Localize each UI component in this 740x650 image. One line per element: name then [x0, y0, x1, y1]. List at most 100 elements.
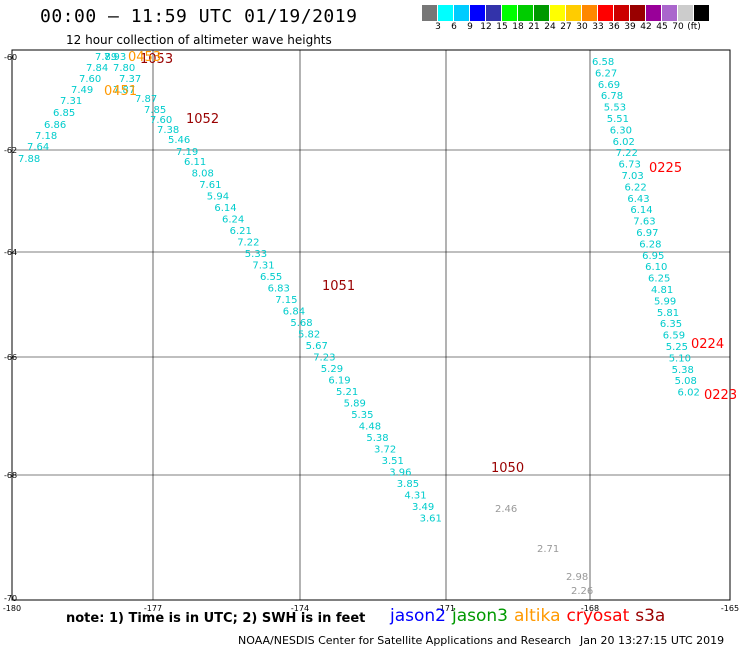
legend-swatch	[470, 5, 486, 21]
legend-label: 39	[624, 22, 636, 32]
swh-value: 6.21	[230, 226, 252, 237]
lat-tick-label: -60	[4, 53, 17, 62]
legend-swatch	[598, 5, 614, 21]
lon-tick-label: -171	[437, 604, 455, 613]
legend-label: 15	[496, 22, 508, 32]
note-text: note: 1) Time is in UTC; 2) SWH is in fe…	[66, 611, 366, 626]
legend-label: 45	[656, 22, 668, 32]
swh-value: 7.03	[622, 171, 644, 182]
swh-value: 3.72	[374, 445, 396, 456]
swh-value: 7.87	[113, 85, 135, 96]
time-label: 0453	[128, 50, 161, 65]
swh-value: 5.21	[336, 387, 358, 398]
swh-value: 2.46	[495, 504, 517, 515]
legend-label: 12	[480, 22, 492, 32]
legend-swatch	[486, 5, 502, 21]
swh-value: 7.15	[275, 295, 297, 306]
swh-value: 7.38	[157, 125, 179, 136]
swh-value: 5.38	[672, 365, 694, 376]
swh-value: 7.37	[119, 74, 141, 85]
legend-swatch	[438, 5, 454, 21]
swh-value: 7.19	[176, 147, 198, 158]
legend-label: 9	[467, 22, 473, 32]
swh-value: 2.71	[537, 544, 559, 555]
lon-tick-label: -180	[3, 604, 21, 613]
lat-tick-label: -62	[4, 146, 17, 155]
time-label: 1053	[140, 52, 173, 67]
map-title: 00:00 – 11:59 UTC 01/19/2019	[40, 6, 358, 27]
legend-label: 24	[544, 22, 556, 32]
legend-swatch	[694, 5, 710, 21]
swh-value: 3.49	[412, 502, 434, 513]
swh-value: 6.27	[595, 68, 617, 79]
lon-tick-label: -168	[581, 604, 599, 613]
time-label: 0223	[704, 388, 737, 403]
swh-value: 5.51	[607, 114, 629, 125]
swh-value: 7.84	[86, 63, 108, 74]
swh-value: 6.11	[184, 157, 206, 168]
legend-swatch	[566, 5, 582, 21]
swh-value: 7.22	[237, 238, 259, 249]
swh-value: 7.85	[144, 105, 166, 116]
swh-value: 6.69	[598, 80, 620, 91]
legend-label: 6	[451, 22, 457, 32]
legend-label: 70	[672, 22, 684, 32]
swh-value: 6.10	[645, 262, 667, 273]
legend-label: 36	[608, 22, 620, 32]
time-label: 1052	[186, 112, 219, 127]
swh-value: 6.24	[222, 215, 244, 226]
lon-tick-label: -174	[291, 604, 309, 613]
legend-swatch	[454, 5, 470, 21]
legend-label: 27	[560, 22, 572, 32]
swh-value: 5.08	[675, 376, 697, 387]
swh-value: 5.89	[344, 399, 366, 410]
swh-value: 7.64	[27, 142, 49, 153]
satellite-jason3: jason3	[452, 606, 508, 626]
swh-value: 6.58	[592, 57, 614, 68]
legend-swatches	[422, 5, 740, 21]
swh-value: 7.49	[71, 85, 93, 96]
color-legend: 3 6 9 12 15 18 21 24 27 30 33 36 39 42 45 70 (ft)	[422, 5, 740, 33]
swh-value: 6.43	[627, 194, 649, 205]
timestamp-text: Jan 20 13:27:15 UTC 2019	[580, 634, 725, 647]
swh-value: 7.60	[79, 74, 101, 85]
legend-swatch	[550, 5, 566, 21]
swh-value: 2.26	[571, 586, 593, 597]
credit-text: NOAA/NESDIS Center for Satellite Applica…	[238, 634, 572, 647]
swh-value: 5.29	[321, 364, 343, 375]
swh-value: 5.94	[207, 192, 229, 203]
swh-value: 6.86	[44, 120, 66, 131]
swh-value: 6.25	[648, 274, 670, 285]
legend-swatch	[646, 5, 662, 21]
map-subtitle: 12 hour collection of altimeter wave hei…	[66, 33, 332, 47]
swh-value: 3.61	[420, 514, 442, 525]
swh-value: 7.89	[95, 52, 117, 63]
swh-value: 8.08	[192, 169, 214, 180]
swh-value: 5.67	[306, 341, 328, 352]
swh-value: 6.85	[53, 108, 75, 119]
legend-label: (ft)	[687, 22, 701, 32]
swh-value: 6.73	[619, 160, 641, 171]
satellite-legend: jason2 jason3 altika cryosat s3a	[390, 606, 671, 626]
swh-value: 6.83	[268, 284, 290, 295]
time-label: 1050	[491, 461, 524, 476]
legend-swatch	[614, 5, 630, 21]
lat-tick-label: -64	[4, 248, 17, 257]
swh-value: 6.59	[663, 331, 685, 342]
swh-value: 7.31	[252, 261, 274, 272]
satellite-s3a: s3a	[635, 606, 666, 626]
swh-value: 7.23	[313, 353, 335, 364]
map-frame	[11, 49, 731, 601]
satellite-altika: altika	[514, 606, 561, 626]
swh-value: 7.31	[60, 96, 82, 107]
lat-tick-label: -68	[4, 471, 17, 480]
legend-label: 18	[512, 22, 524, 32]
legend-swatch	[630, 5, 646, 21]
legend-label: 30	[576, 22, 588, 32]
swh-value: 5.82	[298, 330, 320, 341]
swh-value: 5.35	[351, 410, 373, 421]
swh-value: 6.95	[642, 251, 664, 262]
swh-value: 6.02	[613, 137, 635, 148]
swh-value: 4.48	[359, 422, 381, 433]
